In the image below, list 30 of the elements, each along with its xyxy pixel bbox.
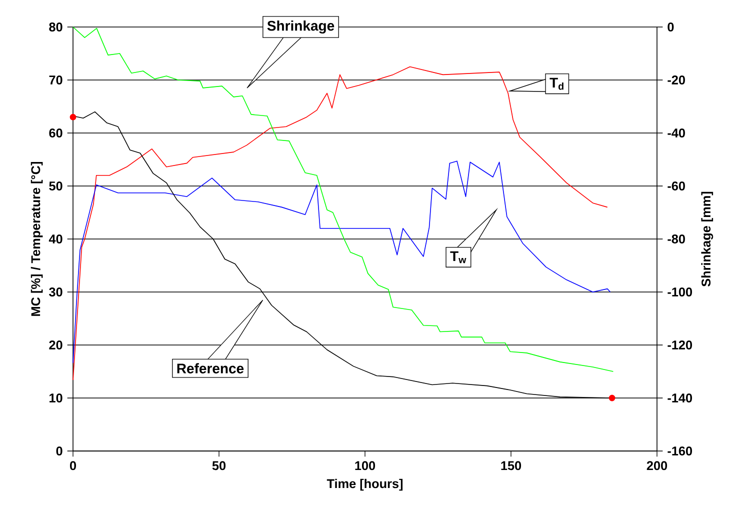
y-tick-label: 50: [49, 182, 62, 190]
y2-tick-label: -20: [668, 76, 685, 84]
y-tick-label: 80: [49, 22, 62, 32]
y2-axis-title: Shrinkage [mm]: [701, 192, 714, 286]
x-tick-label: 0: [70, 461, 76, 470]
y-tick-label: 20: [49, 340, 62, 350]
y2-tick-label: -60: [668, 182, 685, 190]
y2-tick-label: -160: [668, 446, 692, 456]
y-tick-label: 60: [49, 128, 62, 138]
y2-tick-label: -80: [668, 234, 685, 244]
y-tick-label: 0: [56, 446, 62, 456]
y-tick-label: 10: [50, 394, 62, 402]
y-tick-label: 70: [49, 76, 62, 84]
series-label: T$_{w}$: [450, 251, 466, 264]
x-axis-title: Time [hours]: [326, 478, 403, 491]
y2-tick-label: -40: [668, 128, 685, 138]
y-tick-label: 40: [48, 234, 62, 244]
text: Shrinkage: [267, 20, 334, 34]
x-tick-label: 100: [355, 461, 376, 470]
y2-tick-label: -120: [668, 340, 692, 350]
y-axis-title: MC [%] / Temperature [°C]: [30, 162, 43, 316]
y-tick-label: 30: [49, 287, 62, 296]
y2-tick-label: -140: [668, 394, 692, 402]
x-tick-label: 200: [646, 461, 668, 470]
y2-tick-label: 0: [668, 22, 674, 32]
x-tick-label: 150: [501, 461, 522, 470]
y2-tick-label: -100: [668, 288, 692, 296]
text: Reference: [177, 363, 244, 374]
x-tick-label: 50: [212, 461, 226, 470]
text: T$_{d}$: [550, 78, 564, 90]
